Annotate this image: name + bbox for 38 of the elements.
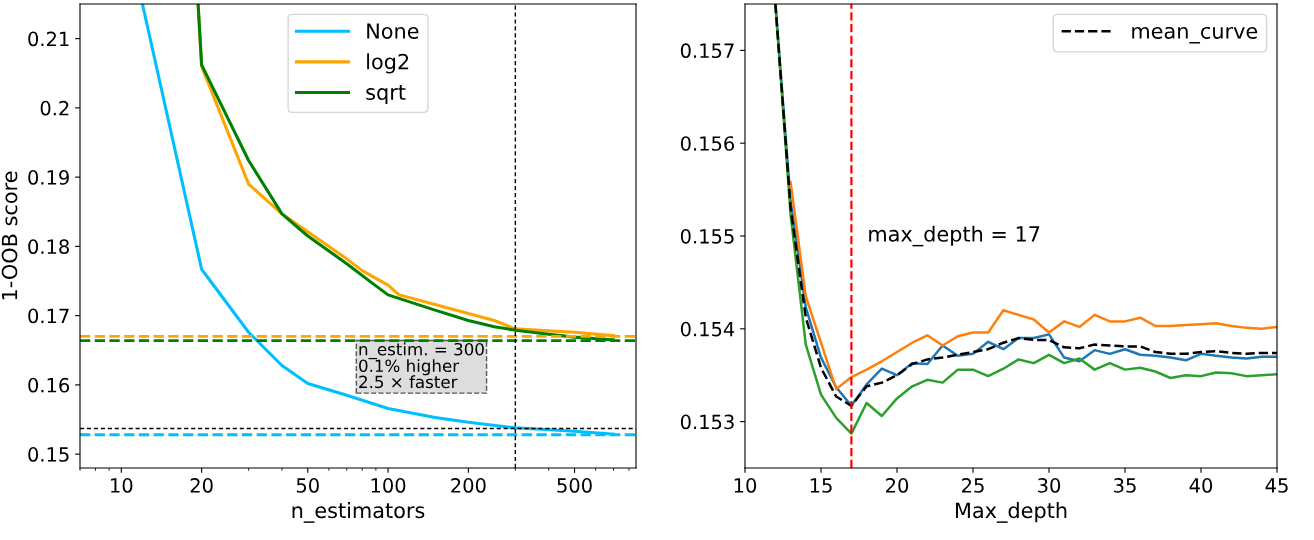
annotation: n_estim. = 300 xyxy=(359,342,484,360)
x-tick-label: 500 xyxy=(557,478,592,493)
legend-label: None xyxy=(367,23,419,39)
x-tick-label: 10 xyxy=(111,478,133,493)
y-tick-label: 0.156 xyxy=(680,136,735,151)
x-axis-title: Max_depth xyxy=(955,502,1067,523)
y-tick-label: 0.21 xyxy=(28,31,69,47)
legend-label: mean_curve xyxy=(1132,26,1258,44)
y-tick-label: 0.2 xyxy=(40,100,69,116)
x-tick-label: 40 xyxy=(1189,478,1213,493)
y-tick-label: 0.19 xyxy=(28,170,69,185)
line-series xyxy=(789,180,1277,391)
x-tick-label: 15 xyxy=(810,478,832,493)
y-tick-label: 0.16 xyxy=(28,377,70,393)
x-tick-label: 20 xyxy=(886,478,909,493)
y-tick-label: 0.153 xyxy=(680,414,734,430)
y-axis-title: 1-OOB score xyxy=(1,171,18,300)
x-tick-label: 45 xyxy=(1265,478,1288,493)
annotation: 2.5 × faster xyxy=(359,375,458,389)
annotation: 0.1% higher xyxy=(359,359,460,376)
y-tick-label: 0.17 xyxy=(28,308,69,324)
x-tick-label: 100 xyxy=(371,478,406,493)
y-tick-label: 0.154 xyxy=(680,321,735,337)
x-axis-title: n_estimators xyxy=(292,502,425,523)
legend-label: sqrt xyxy=(366,85,406,105)
ref-line-label: max_depth = 17 xyxy=(869,225,1040,247)
y-tick-label: 0.155 xyxy=(680,228,734,244)
x-tick-label: 35 xyxy=(1114,478,1136,493)
x-tick-label: 200 xyxy=(451,478,486,493)
x-tick-label: 10 xyxy=(734,478,757,493)
legend-label: log2 xyxy=(367,53,409,74)
x-tick-label: 30 xyxy=(1038,478,1061,493)
x-tick-label: 20 xyxy=(190,478,213,493)
y-tick-label: 0.18 xyxy=(28,239,69,255)
y-tick-label: 0.157 xyxy=(680,43,734,59)
x-tick-label: 50 xyxy=(296,478,319,493)
x-tick-label: 25 xyxy=(962,478,984,493)
y-tick-label: 0.15 xyxy=(28,447,69,462)
